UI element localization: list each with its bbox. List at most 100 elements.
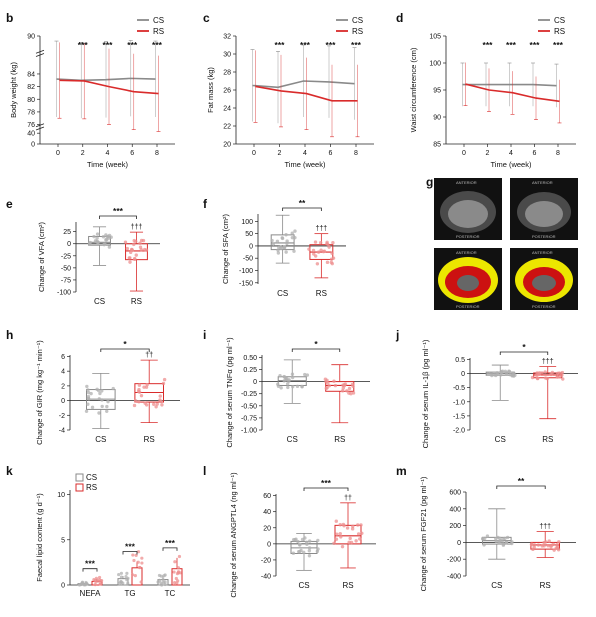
significance-bracket — [282, 207, 322, 211]
data-point — [315, 262, 320, 266]
x-tick-label: 6 — [130, 150, 134, 157]
y-tick-label: 24 — [223, 106, 231, 113]
legend-label: CS — [86, 473, 97, 482]
data-point — [126, 576, 130, 580]
data-point — [532, 543, 537, 547]
data-point — [501, 542, 506, 546]
data-point — [342, 384, 347, 388]
x-tick-label: RS — [540, 581, 551, 590]
x-tick-label: TC — [165, 589, 176, 598]
legend-label: RS — [86, 483, 97, 492]
data-point — [136, 550, 141, 554]
data-point — [158, 394, 162, 398]
legend-label: RS — [554, 27, 565, 36]
data-point — [485, 534, 490, 538]
data-point — [332, 541, 336, 546]
data-point — [325, 386, 329, 390]
data-point — [494, 539, 498, 543]
data-point — [351, 391, 356, 395]
y-tick-label: 10 — [57, 492, 65, 499]
data-point — [333, 383, 338, 388]
data-point — [161, 381, 166, 386]
y-tick-label: 4 — [61, 369, 65, 376]
y-axis-label-c: Fat mass (kg) — [206, 67, 215, 113]
y-tick-label: 0 — [461, 371, 465, 378]
ct-label: ANTERIOR — [532, 250, 553, 255]
x-axis-label-c: Time (week) — [285, 160, 326, 169]
y-tick-label: 600 — [449, 490, 461, 497]
data-point — [106, 399, 110, 404]
y-tick-label: -0.75 — [241, 415, 257, 422]
data-point — [133, 399, 138, 403]
data-point — [295, 384, 300, 389]
data-point — [302, 550, 306, 555]
data-point — [97, 411, 101, 415]
data-point — [140, 556, 144, 560]
data-point — [90, 405, 95, 410]
panel-label-e: e — [6, 197, 13, 211]
dagger-marker: ††† — [131, 224, 143, 231]
data-point — [98, 391, 102, 396]
data-point — [544, 540, 548, 544]
series-line-rs — [59, 79, 159, 95]
data-point — [561, 377, 565, 381]
data-point — [334, 537, 339, 541]
data-point — [303, 372, 307, 377]
box-cs — [270, 234, 295, 251]
data-point — [293, 229, 297, 233]
data-point — [307, 247, 311, 251]
y-tick-label: 40 — [27, 131, 35, 138]
y-tick-label: -1.0 — [453, 399, 465, 406]
data-point — [134, 253, 138, 257]
data-point — [276, 384, 281, 388]
significance-bracket — [100, 348, 150, 352]
data-point — [107, 233, 112, 238]
data-point — [331, 241, 335, 245]
y-tick-label: 28 — [223, 70, 231, 77]
data-point — [95, 239, 99, 243]
series-line-rs — [255, 85, 358, 102]
data-point — [125, 246, 130, 251]
data-point — [119, 571, 124, 575]
x-tick-label: 4 — [303, 150, 307, 157]
data-point — [174, 576, 178, 581]
data-point — [297, 550, 302, 554]
y-tick-label: 0.5 — [455, 357, 465, 364]
data-point — [325, 240, 329, 244]
data-point — [349, 540, 354, 545]
data-point — [319, 248, 323, 252]
data-point — [132, 242, 136, 247]
y-tick-label: 50 — [245, 231, 253, 238]
data-point — [495, 371, 499, 375]
data-point — [154, 405, 158, 409]
data-point — [354, 539, 358, 543]
data-point — [286, 385, 290, 390]
x-tick-label: CS — [95, 435, 106, 444]
data-point — [137, 400, 141, 404]
y-tick-label: 100 — [241, 219, 253, 226]
data-point — [552, 548, 556, 552]
data-point — [138, 565, 142, 570]
data-point — [161, 578, 165, 582]
dagger-marker: ††† — [542, 358, 554, 365]
axis-break-mark — [35, 123, 45, 131]
data-point — [316, 250, 321, 254]
box-cs — [88, 235, 111, 246]
ct-organ-shape — [457, 275, 479, 291]
data-point — [486, 372, 490, 376]
data-point — [547, 539, 551, 543]
box-rs — [125, 243, 148, 261]
data-point — [503, 369, 508, 374]
data-point — [162, 377, 167, 382]
y-tick-label: 78 — [27, 109, 35, 116]
data-point — [334, 519, 338, 523]
data-point — [92, 234, 96, 239]
y-tick-label: 0 — [67, 241, 71, 248]
data-point — [298, 543, 302, 547]
legend-swatch — [75, 473, 84, 482]
x-tick-label: CS — [298, 581, 309, 590]
data-point — [318, 241, 323, 245]
y-tick-label: 80 — [27, 97, 35, 104]
legend-label: RS — [153, 27, 164, 36]
y-tick-label: -4 — [59, 428, 65, 435]
